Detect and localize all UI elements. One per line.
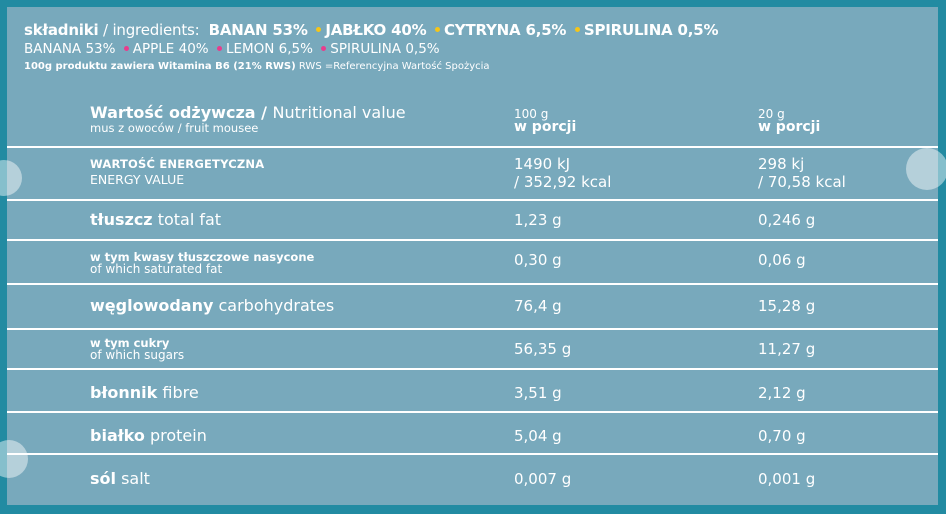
table-title-en: Nutritional value bbox=[272, 103, 406, 122]
table-row-saturated-fat: w tym kwasy tłuszczowe nasycone of which… bbox=[90, 251, 314, 275]
divider bbox=[7, 239, 938, 241]
decorative-circle bbox=[906, 148, 946, 190]
table-row-fat: tłuszcz total fat bbox=[90, 210, 221, 230]
value-20g: 0,246 g bbox=[758, 211, 816, 229]
table-title-pl: Wartość odżywcza / bbox=[90, 103, 273, 122]
value-100g: 0,007 g bbox=[514, 470, 572, 488]
value-100g: 3,51 g bbox=[514, 384, 562, 402]
energy-kcal: / 352,92 kcal bbox=[514, 173, 612, 191]
value-20g: 0,06 g bbox=[758, 251, 806, 269]
divider bbox=[7, 146, 938, 148]
bullet-icon bbox=[123, 45, 129, 51]
table-row-fibre: błonnik fibre bbox=[90, 383, 199, 403]
value-100g: 1,23 g bbox=[514, 211, 562, 229]
value-100g: 0,30 g bbox=[514, 251, 562, 269]
nutrient-pl: tłuszcz bbox=[90, 210, 153, 229]
ingredient-en: SPIRULINA 0,5% bbox=[330, 41, 440, 57]
energy-kcal: / 70,58 kcal bbox=[758, 173, 846, 191]
ingredients-heading-en: / ingredients: bbox=[98, 21, 200, 39]
nutrient-pl: węglowodany bbox=[90, 296, 214, 315]
nutrient-en: carbohydrates bbox=[213, 296, 335, 315]
value-20g: 0,70 g bbox=[758, 427, 806, 445]
bullet-icon bbox=[434, 27, 440, 32]
nutrient-en: salt bbox=[116, 469, 150, 488]
table-row-protein: białko protein bbox=[90, 426, 207, 446]
nutrient-pl: w tym cukry bbox=[90, 336, 170, 350]
value-20g: 11,27 g bbox=[758, 340, 816, 358]
column-label: w porcji bbox=[514, 119, 577, 135]
ingredients-pl: składniki / ingredients: BANAN 53% JABŁK… bbox=[24, 20, 924, 40]
value-100g: 76,4 g bbox=[514, 297, 562, 315]
energy-kj: 1490 kJ bbox=[514, 155, 571, 173]
value-100g: 5,04 g bbox=[514, 427, 562, 445]
ingredient-pl: SPIRULINA 0,5% bbox=[583, 21, 719, 39]
table-row-carbohydrates: węglowodany carbohydrates bbox=[90, 296, 334, 316]
divider bbox=[7, 368, 938, 370]
energy-kj: 298 kj bbox=[758, 155, 805, 173]
bullet-icon bbox=[316, 27, 322, 32]
nutrient-en: protein bbox=[144, 426, 207, 445]
bullet-icon bbox=[321, 45, 327, 51]
divider bbox=[7, 199, 938, 201]
table-header-label: Wartość odżywcza / Nutritional value mus… bbox=[90, 104, 406, 135]
value-20g: 2,12 g bbox=[758, 384, 806, 402]
column-qty: 100 g bbox=[514, 107, 549, 121]
nutrient-en: total fat bbox=[152, 210, 222, 229]
bullet-icon bbox=[216, 45, 222, 51]
ingredient-pl: BANAN 53% bbox=[208, 21, 308, 39]
column-header-20g: 20 g w porcji bbox=[758, 108, 820, 135]
table-row-salt: sól salt bbox=[90, 469, 150, 489]
value-20g: 0,001 g bbox=[758, 470, 816, 488]
divider bbox=[7, 453, 938, 455]
energy-label: WARTOŚĆ ENERGETYCZNA ENERGY VALUE bbox=[90, 156, 264, 188]
ingredient-en: APPLE 40% bbox=[132, 41, 209, 57]
rws-note: RWS =Referencyjna Wartość Spożycia bbox=[295, 61, 490, 72]
nutrient-en: of which sugars bbox=[90, 348, 185, 362]
ingredient-en: LEMON 6,5% bbox=[225, 41, 313, 57]
ingredients-heading: składniki bbox=[24, 21, 99, 39]
ingredient-pl: CYTRYNA 6,5% bbox=[443, 21, 567, 39]
value-20g: 15,28 g bbox=[758, 297, 816, 315]
ingredients-en: BANANA 53% APPLE 40% LEMON 6,5% SPIRULIN… bbox=[24, 40, 924, 58]
column-label: w porcji bbox=[758, 119, 821, 135]
nutrient-en: of which saturated fat bbox=[90, 262, 223, 276]
divider bbox=[7, 411, 938, 413]
nutrient-pl: w tym kwasy tłuszczowe nasycone bbox=[90, 250, 315, 264]
energy-value-100g: 1490 kJ / 352,92 kcal bbox=[514, 155, 611, 191]
ingredient-en: BANANA 53% bbox=[24, 41, 116, 57]
table-row-sugars: w tym cukry of which sugars bbox=[90, 337, 184, 361]
ingredient-pl: JABŁKO 40% bbox=[325, 21, 427, 39]
nutrient-en: fibre bbox=[157, 383, 199, 402]
vitamin-note-bold: 100g produktu zawiera Witamina B6 (21% R… bbox=[24, 61, 296, 72]
table-subtitle: mus z owoców / fruit mousee bbox=[90, 121, 259, 135]
ingredients-block: składniki / ingredients: BANAN 53% JABŁK… bbox=[24, 20, 924, 74]
divider bbox=[7, 283, 938, 285]
divider bbox=[7, 328, 938, 330]
energy-label-pl: WARTOŚĆ ENERGETYCZNA bbox=[90, 157, 265, 171]
nutrition-label-panel: składniki / ingredients: BANAN 53% JABŁK… bbox=[7, 7, 938, 505]
vitamin-note: 100g produktu zawiera Witamina B6 (21% R… bbox=[24, 59, 924, 74]
nutrient-pl: białko bbox=[90, 426, 145, 445]
column-header-100g: 100 g w porcji bbox=[514, 108, 576, 135]
energy-label-en: ENERGY VALUE bbox=[90, 172, 185, 187]
decorative-circle bbox=[0, 160, 22, 196]
nutrient-pl: sól bbox=[90, 469, 116, 488]
nutrient-pl: błonnik bbox=[90, 383, 158, 402]
bullet-icon bbox=[574, 27, 580, 32]
energy-value-20g: 298 kj / 70,58 kcal bbox=[758, 155, 846, 191]
value-100g: 56,35 g bbox=[514, 340, 572, 358]
column-qty: 20 g bbox=[758, 107, 785, 121]
